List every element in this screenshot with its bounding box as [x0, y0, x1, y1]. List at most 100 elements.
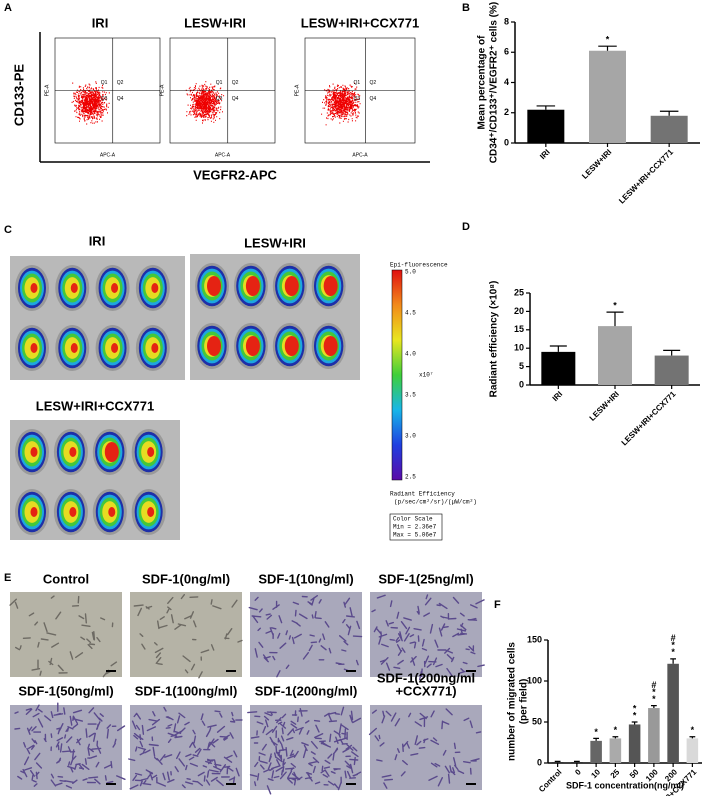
colorbar-legend: Max = 5.06e7 [393, 532, 437, 539]
x-tick-label: LESW+IRI [588, 390, 621, 423]
y-axis-label: Radiant efficiency (×10⁸) [489, 281, 500, 398]
colorbar-units: (p/sec/cm²/sr)/(μW/cm²) [394, 499, 477, 506]
bar [589, 50, 626, 143]
error-bar [598, 45, 617, 51]
image-title: LESW+IRI+CCX771 [36, 398, 155, 413]
x-tick-label: 25 [609, 767, 622, 780]
colorbar-tick: 4.0 [405, 351, 416, 358]
kidney-hot [323, 336, 338, 356]
colorbar-tick: 3.0 [405, 433, 416, 440]
annotation: * [652, 687, 656, 697]
image-title: SDF-1(50ng/ml) [18, 683, 113, 698]
image-title: SDF-1(200ng/ml) [255, 683, 358, 698]
image-title: SDF-1(100ng/ml) [135, 683, 238, 698]
kidney-hot [151, 283, 159, 293]
kidney-hot [284, 276, 299, 296]
error-bar [670, 658, 677, 664]
kidney-hot [111, 283, 119, 293]
bar [628, 724, 641, 763]
colorbar-legend: Min = 2.36e7 [393, 524, 437, 531]
error-bar [606, 311, 624, 327]
colorbar-title: Epi-fluorescence [390, 262, 448, 269]
y-tick-label: 0 [504, 137, 509, 147]
quadrant-label: Q4 [370, 96, 377, 102]
kidney-hot [108, 507, 116, 517]
y-axis-label: (per field) [519, 679, 530, 725]
quadrant-label: Q1 [354, 80, 361, 86]
plot-title: LESW+IRI+CCX771 [301, 15, 420, 30]
colorbar [391, 269, 403, 481]
annotation: # [651, 680, 656, 690]
colorbar-legend-box [389, 513, 443, 541]
axis-label: CD133-PE [11, 64, 26, 126]
error-bar [663, 349, 681, 356]
x-tick-label: 10 [589, 767, 602, 780]
kidney-hot [69, 507, 77, 517]
x-tick-label: Control [537, 768, 563, 794]
kidney-hot [147, 447, 155, 457]
kidney-hot [245, 276, 260, 296]
image-title: IRI [89, 233, 106, 248]
panel-letter: E [4, 572, 11, 584]
quadrant-label: Q1 [101, 80, 108, 86]
kidney-hot [70, 343, 78, 353]
bar [650, 115, 688, 143]
y-tick-label: 2 [504, 107, 509, 117]
cells [128, 706, 243, 790]
image-title: SDF-1(25ng/ml) [378, 571, 473, 586]
error-bar [631, 721, 638, 725]
error-bar [536, 105, 556, 110]
y-axis-label: number of migrated cells [507, 642, 518, 761]
image-title: +CCX771) [395, 683, 456, 698]
micrograph [10, 705, 122, 790]
cells [133, 594, 243, 679]
panel-letter: C [4, 224, 12, 236]
error-bar [689, 736, 696, 739]
quadrant-label: Q1 [216, 80, 223, 86]
plot-axis-label: APC-A [215, 152, 231, 158]
panel-letter: B [462, 2, 470, 14]
x-tick-label: 0 [573, 767, 583, 777]
y-tick-label: 100 [527, 675, 542, 685]
error-bar [549, 345, 567, 352]
plot-axis-label: PE-A [159, 84, 165, 96]
y-axis-label: Mean percentage of [477, 35, 488, 130]
cells [9, 595, 118, 678]
kidney-hot [284, 336, 299, 356]
quadrant-label: Q2 [232, 80, 239, 86]
x-tick-label: LESW+IRI+CCX771 [617, 147, 675, 205]
kidney-hot [30, 507, 38, 517]
kidney-hot [207, 336, 221, 356]
plot-axis-label: APC-A [352, 152, 368, 158]
error-bar [659, 110, 679, 116]
y-tick-label: 150 [527, 634, 542, 644]
cells [248, 595, 363, 678]
annotation: * [691, 725, 695, 735]
y-tick-label: 4 [504, 77, 509, 87]
bar [551, 762, 564, 763]
colorbar-tick: 2.5 [405, 474, 416, 481]
panel-letter: D [462, 221, 470, 233]
kidney-hot [104, 442, 119, 462]
kidney-hot [207, 276, 221, 296]
y-tick-label: 10 [514, 343, 524, 353]
y-axis-label: CD34⁺/CD133⁺/VEGFR2⁺ cells (%) [489, 2, 500, 163]
quadrant-label: Q2 [117, 80, 124, 86]
micrograph [250, 592, 362, 677]
cells [247, 706, 362, 795]
bar [686, 738, 699, 763]
kidney-hot [30, 283, 38, 293]
y-tick-label: 50 [532, 716, 542, 726]
bar [541, 351, 576, 385]
y-tick-label: 15 [514, 324, 524, 334]
image-title: LESW+IRI [244, 235, 306, 250]
annotation: * [614, 725, 618, 735]
kidney-hot [70, 283, 78, 293]
annotation: * [613, 301, 617, 311]
x-axis-label: SDF-1 concentration(ng/ml) [566, 780, 684, 790]
y-tick-label: 20 [514, 306, 524, 316]
error-bar [612, 736, 619, 739]
kidney-hot [111, 343, 119, 353]
error-bar [593, 737, 600, 741]
x-tick-label: LESW+IRI+CCX771 [620, 389, 678, 447]
